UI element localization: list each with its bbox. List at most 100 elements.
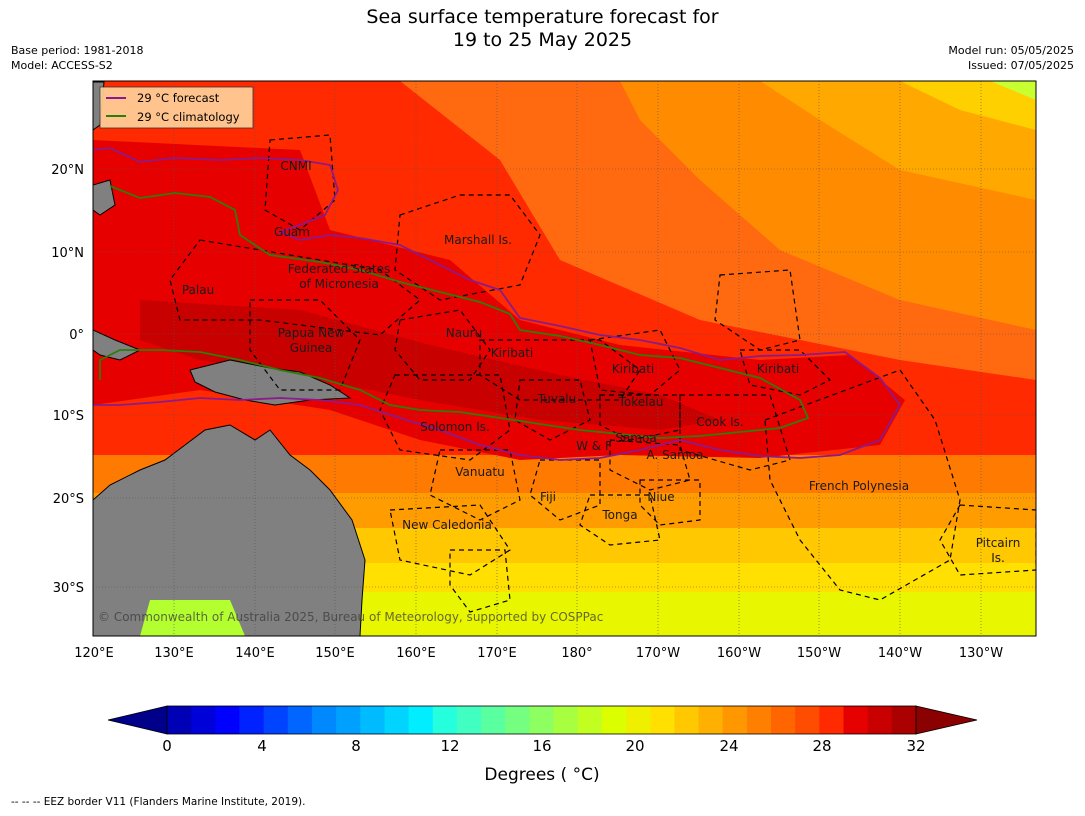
- colorbar-segment: [408, 706, 434, 734]
- colorbar-tick-labels: 0 4 8 12 16 20 24 28 32: [162, 737, 925, 755]
- colorbar-segment: [384, 706, 410, 734]
- colorbar-segment: [674, 706, 700, 734]
- y-tick-label: 10°S: [53, 409, 84, 424]
- colorbar-segment: [456, 706, 482, 734]
- label-vanuatu: Vanuatu: [455, 465, 505, 479]
- colorbar-segment: [239, 706, 265, 734]
- label-samoa: Samoa: [615, 431, 656, 445]
- colorbar-segment: [771, 706, 796, 734]
- label-pitcairn-2: Is.: [991, 551, 1005, 565]
- x-tick-label: 130°W: [959, 646, 1003, 661]
- colorbar-segment: [505, 706, 530, 734]
- label-wallis-futuna: W & F: [576, 439, 612, 453]
- chart-title: Sea surface temperature forecast for 19 …: [0, 6, 1085, 52]
- colorbar-segment: [553, 706, 579, 734]
- label-guam: Guam: [274, 225, 310, 239]
- colorbar-title: Degrees ( °C): [484, 765, 599, 785]
- colorbar-frame: [166, 705, 917, 735]
- label-kiribati-central: Kiribati: [612, 362, 654, 376]
- title-line-1: Sea surface temperature forecast for: [366, 6, 719, 28]
- climatology-29c-contour: [99, 185, 810, 439]
- forecast-29c-contour: [93, 147, 902, 461]
- label-palau: Palau: [182, 283, 214, 297]
- label-cook-is: Cook Is.: [696, 415, 743, 429]
- colorbar-segment: [746, 706, 772, 734]
- x-tick-label: 170°W: [636, 646, 680, 661]
- colorbar-segment: [167, 706, 192, 734]
- copyright-text: © Commonwealth of Australia 2025, Bureau…: [98, 610, 603, 624]
- meta-left: Base period: 1981-2018 Model: ACCESS-S2: [11, 43, 143, 73]
- colorbar-segment: [601, 706, 627, 734]
- colorbar-tick: 28: [812, 737, 831, 755]
- x-tick-label: 160°W: [717, 646, 761, 661]
- colorbar-tick: 12: [440, 737, 459, 755]
- colorbar-segment: [843, 706, 869, 734]
- x-tick-label: 150°E: [315, 646, 355, 661]
- x-tick-label: 130°E: [154, 646, 194, 661]
- label-nauru: Nauru: [446, 326, 482, 340]
- label-kiribati-west: Kiribati: [491, 346, 533, 360]
- y-axis-labels: 20°N 10°N 0° 10°S 20°S 30°S: [51, 163, 84, 596]
- label-new-caledonia: New Caledonia: [402, 518, 492, 532]
- label-tokelau: Tokelau: [618, 395, 664, 409]
- eez-borders: [169, 134, 1036, 613]
- x-tick-label: 170°E: [477, 646, 517, 661]
- colorbar-segment: [722, 706, 748, 734]
- y-tick-label: 30°S: [53, 581, 84, 596]
- label-solomon-is: Solomon Is.: [420, 420, 490, 434]
- label-fiji: Fiji: [540, 490, 556, 504]
- colorbar-tick: 8: [351, 737, 361, 755]
- colorbar-segment: [336, 706, 361, 734]
- label-fsm-2: of Micronesia: [299, 277, 379, 291]
- colorbar-tick: 16: [532, 737, 551, 755]
- colorbar-high-extend: [915, 705, 978, 735]
- colorbar-segment: [215, 706, 240, 734]
- x-tick-label: 120°E: [74, 646, 114, 661]
- model-text: Model: ACCESS-S2: [11, 59, 113, 72]
- legend-forecast-label: 29 °C forecast: [137, 91, 220, 105]
- colorbar-segment: [819, 706, 845, 734]
- x-axis-labels: 120°E 130°E 140°E 150°E 160°E 170°E 180°…: [74, 646, 1003, 661]
- colorbar-low-extend: [107, 705, 168, 735]
- colorbar-segment: [529, 706, 555, 734]
- colorbar-segment: [626, 706, 651, 734]
- meta-right: Model run: 05/05/2025 Issued: 07/05/2025: [948, 43, 1074, 73]
- colorbar-segment: [311, 706, 337, 734]
- colorbar-tick: 20: [625, 737, 644, 755]
- label-french-polynesia: French Polynesia: [809, 479, 909, 493]
- colorbar-segment: [287, 706, 313, 734]
- label-fsm-1: Federated States: [288, 262, 390, 276]
- label-american-samoa: A. Samoa: [647, 448, 704, 462]
- map-plot-area: CNMI Guam Marshall Is. Federated States …: [93, 81, 1036, 636]
- y-tick-label: 20°S: [53, 492, 84, 507]
- colorbar-segment: [432, 706, 458, 734]
- colorbar-tick: 0: [162, 737, 172, 755]
- colorbar-segment: [867, 706, 893, 734]
- x-tick-label: 180°: [561, 646, 592, 661]
- label-kiribati-east: Kiribati: [757, 362, 799, 376]
- colorbar-segment: [191, 706, 216, 734]
- label-niue: Niue: [647, 490, 674, 504]
- label-marshall: Marshall Is.: [444, 233, 512, 247]
- map-legend: 29 °C forecast 29 °C climatology: [99, 86, 254, 129]
- colorbar-segment: [360, 706, 385, 734]
- label-png-2: Guinea: [290, 341, 333, 355]
- legend-climatology-label: 29 °C climatology: [137, 110, 240, 124]
- colorbar-segment: [577, 706, 603, 734]
- x-tick-label: 140°E: [235, 646, 275, 661]
- label-pitcairn-1: Pitcairn: [976, 536, 1021, 550]
- y-tick-label: 20°N: [51, 163, 84, 178]
- colorbar: [107, 705, 978, 735]
- colorbar-segment: [481, 706, 506, 734]
- x-tick-label: 140°W: [878, 646, 922, 661]
- colorbar-segment: [698, 706, 724, 734]
- title-line-2: 19 to 25 May 2025: [452, 29, 633, 51]
- model-run-text: Model run: 05/05/2025: [948, 44, 1074, 57]
- base-period-text: Base period: 1981-2018: [11, 44, 144, 57]
- colorbar-tick: 24: [719, 737, 738, 755]
- colorbar-segment: [263, 706, 289, 734]
- colorbar-segment: [891, 706, 917, 734]
- colorbar-segment: [795, 706, 820, 734]
- colorbar-tick: 4: [257, 737, 267, 755]
